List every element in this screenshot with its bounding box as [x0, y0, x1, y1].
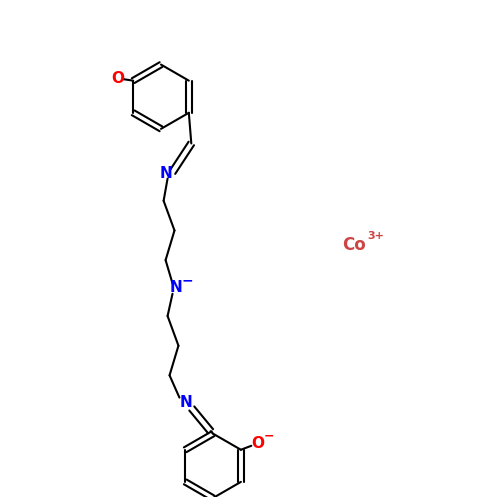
Text: N: N: [159, 166, 172, 181]
Text: Co: Co: [342, 236, 365, 254]
Text: 3+: 3+: [368, 231, 384, 241]
Text: O: O: [111, 70, 124, 86]
Text: −: −: [182, 273, 193, 287]
Text: O: O: [252, 436, 264, 452]
Text: N: N: [170, 280, 183, 295]
Text: N: N: [180, 395, 192, 410]
Text: −: −: [264, 430, 274, 443]
